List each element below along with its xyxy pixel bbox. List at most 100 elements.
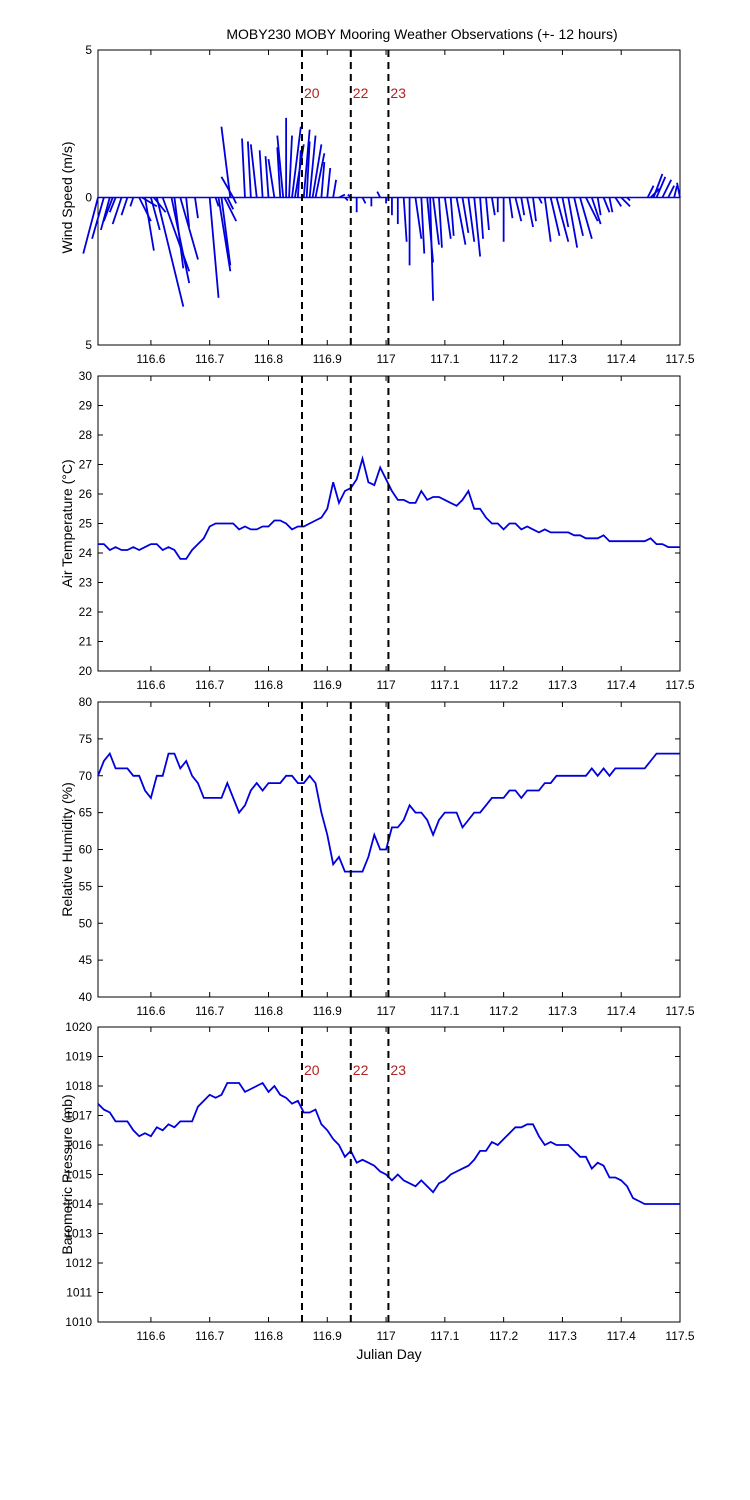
x-tick-label: 117.1 bbox=[430, 352, 459, 366]
x-tick-label: 117.1 bbox=[430, 678, 459, 692]
x-tick-label: 116.6 bbox=[136, 352, 165, 366]
wind-stick bbox=[214, 197, 220, 207]
x-axis-label: Julian Day bbox=[356, 1346, 421, 1362]
wind-stick bbox=[249, 144, 258, 198]
x-tick-label: 117.5 bbox=[665, 1004, 694, 1018]
y-axis-label: Relative Humidity (%) bbox=[59, 782, 75, 917]
x-tick-label: 117.2 bbox=[489, 678, 518, 692]
y-axis-label: Barometric Pressure (mb) bbox=[59, 1094, 75, 1254]
y-tick-label: 30 bbox=[79, 369, 93, 383]
y-tick-label: 0 bbox=[85, 191, 92, 205]
y-tick-label: 45 bbox=[79, 953, 93, 967]
wind-stick bbox=[652, 173, 664, 198]
wind-stick bbox=[320, 162, 326, 198]
x-tick-label: 116.7 bbox=[195, 1004, 224, 1018]
x-tick-label: 117 bbox=[376, 1329, 395, 1343]
wind-stick bbox=[561, 197, 570, 228]
y-tick-label: 5 bbox=[85, 43, 92, 57]
y-tick-label: 21 bbox=[79, 635, 93, 649]
wind-stick bbox=[420, 197, 426, 254]
x-tick-label: 117.1 bbox=[430, 1004, 459, 1018]
wind-stick bbox=[585, 197, 599, 222]
wind-stick bbox=[673, 185, 678, 198]
wind-stick bbox=[667, 185, 675, 198]
y-tick-label: 1010 bbox=[65, 1315, 92, 1329]
wind-stick bbox=[438, 197, 443, 248]
wind-stick bbox=[111, 197, 123, 225]
wind-stick bbox=[467, 197, 476, 242]
wind-stick bbox=[449, 197, 455, 236]
wind-stick bbox=[473, 197, 482, 257]
y-tick-label: 75 bbox=[79, 732, 93, 746]
x-tick-label: 117.1 bbox=[430, 1329, 459, 1343]
wind-stick bbox=[532, 197, 537, 222]
y-tick-label: 40 bbox=[79, 990, 93, 1004]
wind-stick bbox=[220, 176, 234, 198]
wind-stick bbox=[626, 196, 631, 202]
wind-stick bbox=[220, 197, 232, 266]
figure-title: MOBY230 MOBY Mooring Weather Observation… bbox=[226, 26, 617, 42]
wind-stick bbox=[608, 197, 614, 213]
wind-stick bbox=[646, 185, 655, 198]
wind-stick bbox=[455, 197, 467, 245]
event-marker-label: 23 bbox=[390, 1062, 406, 1078]
y-tick-label: 55 bbox=[79, 879, 93, 893]
y-tick-label: 70 bbox=[79, 769, 93, 783]
y-tick-label: 1013 bbox=[65, 1227, 92, 1241]
wind-stick bbox=[264, 156, 270, 198]
x-tick-label: 116.7 bbox=[195, 352, 224, 366]
wind-stick bbox=[479, 197, 484, 239]
wind-stick bbox=[314, 153, 326, 198]
x-tick-label: 117 bbox=[376, 352, 395, 366]
wind-stick bbox=[91, 197, 105, 240]
wind-stick bbox=[538, 197, 543, 204]
y-tick-label: 27 bbox=[79, 458, 93, 472]
y-axis-label: Air Temperature (°C) bbox=[59, 459, 75, 587]
x-tick-label: 116.9 bbox=[313, 678, 342, 692]
wind-stick bbox=[676, 182, 681, 198]
wind-stick bbox=[344, 196, 349, 202]
x-tick-label: 117.4 bbox=[607, 1329, 636, 1343]
y-tick-label: 25 bbox=[79, 517, 93, 531]
y-tick-label: 1015 bbox=[65, 1168, 92, 1182]
wind-stick bbox=[258, 150, 264, 198]
wind-stick bbox=[402, 197, 408, 242]
x-tick-label: 117.5 bbox=[665, 1329, 694, 1343]
x-tick-label: 116.8 bbox=[254, 678, 283, 692]
event-marker-label: 23 bbox=[390, 85, 406, 101]
y-tick-label: 1020 bbox=[65, 1020, 92, 1034]
wind-stick bbox=[596, 197, 602, 216]
wind-stick bbox=[308, 135, 317, 198]
wind-stick bbox=[361, 197, 367, 204]
x-tick-label: 117.5 bbox=[665, 352, 694, 366]
wind-stick bbox=[267, 159, 276, 198]
x-tick-label: 117.3 bbox=[548, 678, 577, 692]
x-tick-label: 117.3 bbox=[548, 352, 577, 366]
x-tick-label: 117.2 bbox=[489, 1004, 518, 1018]
wind-stick bbox=[291, 126, 302, 198]
wind-stick bbox=[155, 197, 185, 307]
wind-stick bbox=[185, 197, 191, 228]
x-tick-label: 117.4 bbox=[607, 352, 636, 366]
wind-stick bbox=[376, 191, 381, 198]
wind-stick bbox=[276, 135, 285, 198]
wind-stick bbox=[241, 138, 246, 198]
wind-stick bbox=[508, 197, 514, 219]
wind-stick bbox=[82, 197, 99, 254]
x-tick-label: 117.5 bbox=[665, 678, 694, 692]
y-tick-label: 28 bbox=[79, 428, 93, 442]
x-tick-label: 117 bbox=[376, 1004, 395, 1018]
wind-stick bbox=[338, 193, 346, 199]
y-tick-label: 1018 bbox=[65, 1079, 92, 1093]
x-tick-label: 117.2 bbox=[489, 1329, 518, 1343]
event-marker-label: 22 bbox=[353, 85, 369, 101]
x-tick-label: 116.7 bbox=[195, 678, 224, 692]
wind-stick bbox=[311, 144, 323, 198]
y-tick-label: 29 bbox=[79, 399, 93, 413]
wind-stick bbox=[173, 197, 185, 269]
y-tick-label: 22 bbox=[79, 605, 93, 619]
x-tick-label: 117 bbox=[376, 678, 395, 692]
wind-stick bbox=[100, 197, 111, 231]
wind-stick bbox=[520, 197, 526, 216]
